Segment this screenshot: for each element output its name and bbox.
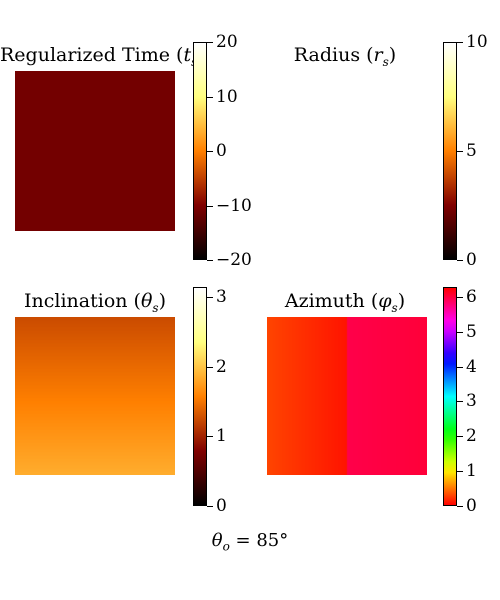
colorbar-tick-mark (457, 151, 463, 152)
colorbar-tick-label: 0 (466, 496, 477, 516)
colorbar-tick-label: 6 (466, 287, 477, 307)
colorbar-tick-label: −20 (216, 250, 252, 270)
colorbar-tick-mark (207, 367, 213, 368)
colorbar-tick-label: 20 (216, 32, 238, 52)
colorbar-tick-label: 0 (216, 141, 227, 161)
colorbar-tick-mark (457, 471, 463, 472)
heatmap-radius (267, 71, 427, 231)
colorbar-tick-mark (457, 367, 463, 368)
colorbar-tick-mark (207, 206, 213, 207)
colorbar-tick-label: 5 (466, 141, 477, 161)
colorbar-tick-mark (207, 436, 213, 437)
colorbar-inclination (193, 287, 207, 506)
colorbar-regularized-time (193, 42, 207, 260)
heatmap-inclination (15, 317, 175, 475)
colorbar-tick-mark (457, 506, 463, 507)
colorbar-radius (443, 42, 457, 260)
colorbar-tick-mark (457, 42, 463, 43)
colorbar-tick-label: 1 (216, 426, 227, 446)
colorbar-tick-label: 2 (466, 426, 477, 446)
colorbar-azimuth (443, 287, 457, 506)
colorbar-tick-mark (457, 401, 463, 402)
colorbar-tick-label: 10 (216, 87, 238, 107)
colorbar-tick-label: 3 (466, 391, 477, 411)
panel-title: Radius (rs) (293, 44, 397, 69)
colorbar-tick-label: 0 (466, 250, 477, 270)
heatmap-regularized-time (15, 71, 175, 231)
colorbar-tick-label: 5 (466, 322, 477, 342)
colorbar-tick-mark (207, 260, 213, 261)
colorbar-tick-label: 4 (466, 357, 477, 377)
colorbar-tick-mark (457, 436, 463, 437)
observer-inclination-label: θo = 85° (211, 530, 289, 554)
colorbar-tick-label: 3 (216, 287, 227, 307)
colorbar-tick-mark (207, 42, 213, 43)
colorbar-tick-mark (207, 151, 213, 152)
colorbar-tick-mark (457, 260, 463, 261)
colorbar-tick-mark (207, 506, 213, 507)
colorbar-tick-label: 10 (466, 32, 488, 52)
panel-title: Inclination (θs) (24, 290, 166, 315)
colorbar-tick-mark (457, 332, 463, 333)
colorbar-tick-label: 1 (466, 461, 477, 481)
colorbar-tick-mark (457, 297, 463, 298)
panel-title: Azimuth (φs) (284, 290, 406, 315)
colorbar-tick-label: 0 (216, 496, 227, 516)
colorbar-tick-mark (207, 297, 213, 298)
colorbar-tick-label: −10 (216, 196, 252, 216)
heatmap-azimuth (267, 317, 427, 475)
panel-title: Regularized Time (ts) (0, 44, 205, 69)
colorbar-tick-mark (207, 97, 213, 98)
colorbar-tick-label: 2 (216, 357, 227, 377)
